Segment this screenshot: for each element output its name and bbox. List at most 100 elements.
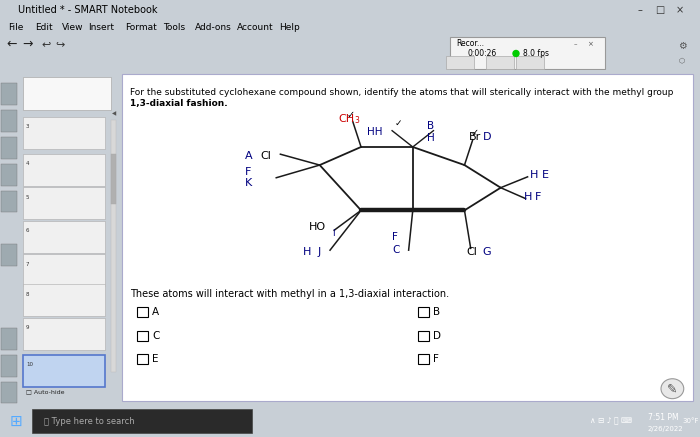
Bar (23, 221, 105, 253)
Bar (111, 154, 116, 204)
Text: ◀: ◀ (112, 111, 116, 116)
Text: HH: HH (368, 128, 383, 138)
Bar (23, 284, 105, 316)
Text: Cl: Cl (467, 247, 477, 257)
Text: Insert: Insert (88, 24, 114, 32)
Text: H: H (524, 192, 532, 202)
Text: K: K (245, 178, 253, 188)
Text: ✓: ✓ (346, 110, 355, 120)
Text: Recor...: Recor... (456, 39, 484, 49)
Bar (1, 382, 17, 403)
FancyBboxPatch shape (450, 37, 605, 69)
Bar (1, 83, 17, 105)
Text: D: D (433, 331, 442, 341)
Text: These atoms will interact with methyl in a 1,3-diaxial interaction.: These atoms will interact with methyl in… (130, 289, 449, 299)
Bar (136, 354, 148, 364)
Text: 2/26/2022: 2/26/2022 (648, 426, 684, 432)
Text: –: – (638, 5, 643, 15)
Text: Add-ons: Add-ons (195, 24, 232, 32)
Text: 3: 3 (355, 116, 360, 125)
Bar (23, 117, 105, 149)
Text: □: □ (655, 5, 664, 15)
Text: E: E (542, 170, 549, 180)
Bar (1, 328, 17, 350)
Text: Account: Account (237, 24, 274, 32)
Text: C: C (152, 331, 160, 341)
Text: I: I (332, 229, 335, 238)
Text: HO: HO (309, 222, 326, 232)
Text: →: → (22, 38, 34, 51)
Text: 0:00:26: 0:00:26 (468, 49, 497, 59)
Text: H: H (303, 247, 312, 257)
Text: H: H (530, 170, 538, 180)
Bar (1, 355, 17, 377)
Text: B: B (427, 121, 435, 131)
Text: ✎: ✎ (667, 383, 678, 396)
Text: Tools: Tools (163, 24, 185, 32)
Text: 8: 8 (26, 292, 29, 297)
Text: 3: 3 (26, 125, 29, 129)
Text: B: B (433, 307, 440, 317)
Text: 7: 7 (26, 262, 29, 267)
Text: Format: Format (125, 24, 158, 32)
Text: ×: × (587, 41, 593, 47)
Text: D: D (483, 132, 491, 142)
Text: For the substituted cyclohexane compound shown, identify the atoms that will ste: For the substituted cyclohexane compound… (130, 88, 674, 97)
Bar (1, 137, 17, 159)
Text: 5: 5 (26, 195, 29, 200)
Bar (32, 409, 252, 433)
Bar (23, 318, 105, 350)
Text: 30°F: 30°F (682, 418, 699, 424)
Bar (446, 56, 474, 69)
Text: Untitled * - SMART Notebook: Untitled * - SMART Notebook (18, 5, 158, 15)
Text: ↩: ↩ (41, 39, 50, 49)
Text: ⚙: ⚙ (678, 41, 687, 51)
Bar (136, 307, 148, 317)
Text: Br: Br (468, 132, 481, 142)
Text: J: J (318, 247, 321, 257)
Text: CH: CH (338, 114, 354, 124)
Text: 6: 6 (26, 228, 29, 233)
Text: ⊞: ⊞ (10, 413, 22, 429)
Bar (418, 331, 429, 341)
Text: Help: Help (279, 24, 300, 32)
Text: A: A (245, 151, 253, 161)
Bar (23, 154, 105, 186)
Text: 4: 4 (26, 161, 29, 166)
Bar (23, 77, 111, 110)
Text: 8.0 fps: 8.0 fps (523, 49, 549, 59)
Text: View: View (62, 24, 83, 32)
Text: 1,3-diaxial fashion.: 1,3-diaxial fashion. (130, 99, 228, 108)
Text: F: F (245, 167, 251, 177)
Text: –: – (573, 41, 577, 47)
Bar (136, 331, 148, 341)
Bar (111, 120, 116, 371)
Text: ←: ← (7, 38, 18, 51)
Text: E: E (152, 354, 159, 364)
Text: File: File (8, 24, 23, 32)
Text: 7:51 PM: 7:51 PM (648, 413, 678, 422)
Text: ∧ ⊟ ♪ 🌐 ⌨: ∧ ⊟ ♪ 🌐 ⌨ (590, 416, 632, 426)
Bar (486, 56, 514, 69)
Bar (418, 354, 429, 364)
Text: A: A (152, 307, 160, 317)
Bar (418, 307, 429, 317)
Text: F: F (535, 192, 541, 202)
Text: G: G (482, 247, 491, 257)
Circle shape (513, 51, 519, 56)
Bar (1, 191, 17, 212)
Bar (1, 110, 17, 132)
Circle shape (661, 379, 684, 399)
Text: ✓: ✓ (395, 119, 402, 128)
Text: ×: × (676, 5, 684, 15)
Bar (1, 164, 17, 186)
Text: F: F (392, 232, 398, 243)
Text: ⬡: ⬡ (679, 57, 685, 63)
Bar (23, 187, 105, 219)
Text: Edit: Edit (35, 24, 52, 32)
Text: 10: 10 (26, 362, 33, 368)
Bar (23, 355, 105, 387)
Bar (1, 244, 17, 266)
Text: 9: 9 (26, 326, 29, 330)
Text: □ Auto-hide: □ Auto-hide (26, 389, 64, 394)
